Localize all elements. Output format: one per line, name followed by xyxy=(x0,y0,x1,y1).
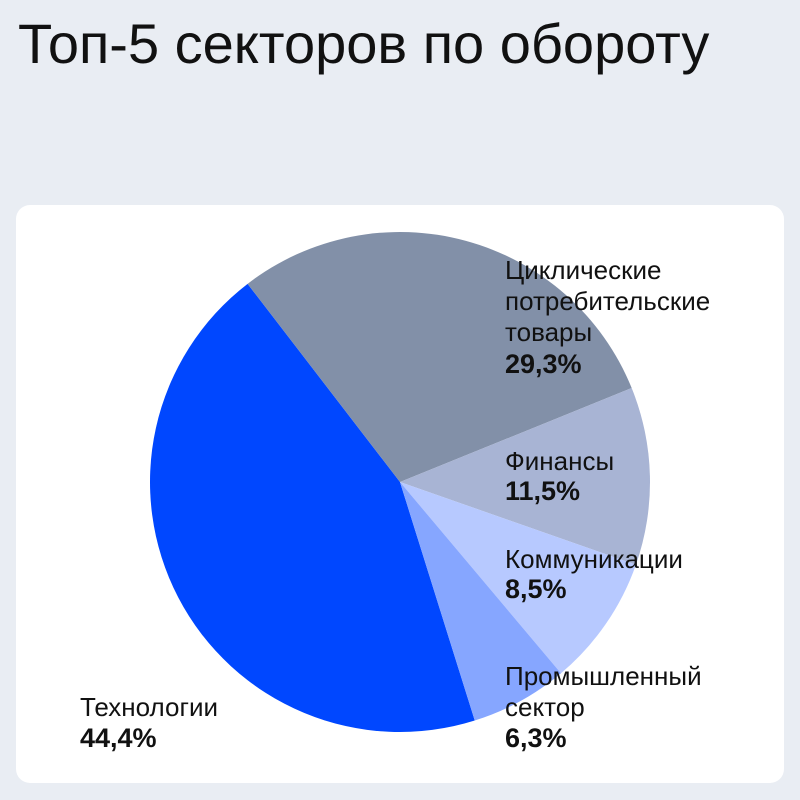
value-label: 11,5% xyxy=(505,476,580,506)
chart-title: Топ-5 секторов по обороту xyxy=(18,12,709,75)
pie-slice xyxy=(247,231,632,482)
category-label: Промышленный сектор xyxy=(505,661,702,722)
pie-slice xyxy=(400,388,651,565)
pie-slice xyxy=(400,482,561,721)
value-label: 8,5% xyxy=(505,574,567,604)
category-label: Коммуникации xyxy=(505,544,683,574)
category-label: Технологии xyxy=(80,692,218,722)
value-label: 29,3% xyxy=(505,349,582,379)
pie-slice xyxy=(400,482,636,674)
value-label: 44,4% xyxy=(80,723,157,753)
pie-slice xyxy=(150,283,475,732)
category-label: Циклические потребительские товары xyxy=(505,255,710,347)
category-label: Финансы xyxy=(505,446,614,476)
value-label: 6,3% xyxy=(505,723,567,753)
